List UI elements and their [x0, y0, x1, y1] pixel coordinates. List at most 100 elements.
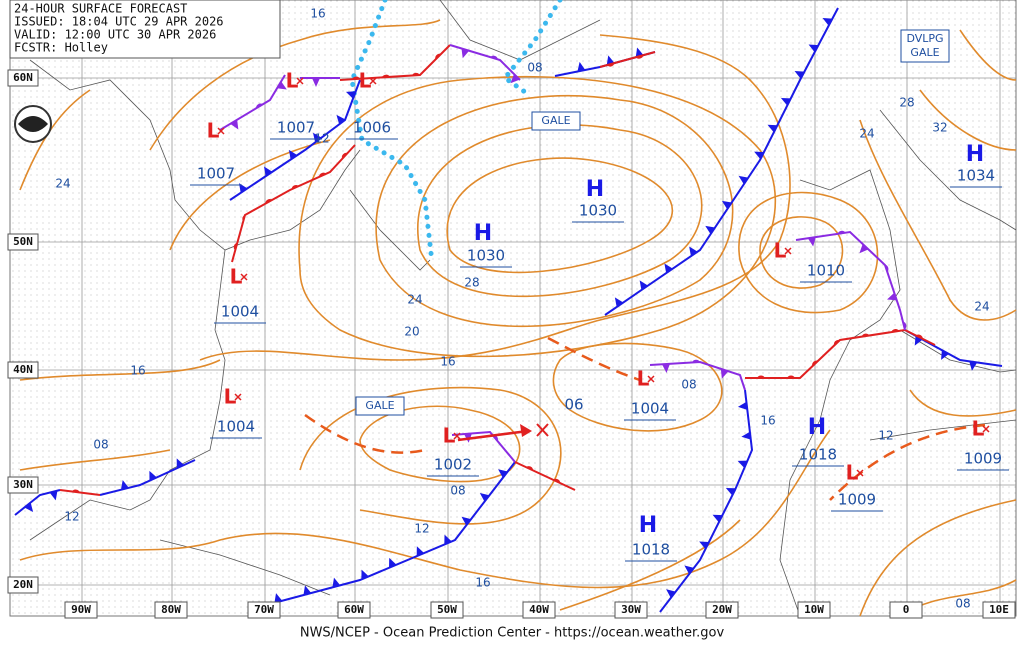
front-pip	[780, 97, 791, 106]
front-pip	[902, 321, 907, 330]
low-cross	[856, 469, 864, 477]
front-pip	[661, 363, 670, 374]
lon-label-box	[982, 601, 1016, 619]
lat-label: 30N	[13, 478, 33, 491]
ice-edge	[349, 0, 563, 265]
front-pip	[614, 297, 624, 308]
footer: NWS/NCEP - Ocean Prediction Center - htt…	[300, 626, 725, 641]
lat-label: 50N	[13, 235, 33, 248]
front-pip	[149, 470, 157, 481]
center-pressure: 1018	[632, 541, 670, 559]
front-pip	[303, 585, 312, 596]
front-pip	[435, 53, 442, 60]
front-pip	[490, 55, 498, 60]
isobar-label: 32	[932, 121, 947, 135]
lon-label-box	[522, 601, 556, 619]
front	[229, 79, 361, 201]
front-pip	[884, 264, 889, 272]
lon-label-box	[337, 601, 371, 619]
lat-label-box	[7, 576, 39, 594]
front-pip	[757, 375, 765, 378]
center-pressure: 1010	[807, 262, 845, 280]
front-pip	[336, 114, 346, 125]
low-cross	[784, 247, 792, 255]
front-pip	[71, 489, 80, 493]
lon-label: 10E	[989, 603, 1009, 616]
front-pip	[833, 339, 840, 346]
map-frame	[9, 0, 1017, 617]
front-pip	[767, 124, 778, 133]
center-pressure: 1030	[579, 202, 617, 220]
center-symbol: H	[474, 221, 492, 246]
lon-label-box	[889, 601, 923, 619]
front-pip	[705, 225, 715, 235]
lat-label-box	[7, 233, 39, 251]
header-box	[9, 0, 281, 59]
front-pip	[666, 589, 676, 598]
front	[514, 461, 576, 491]
front-pip	[479, 492, 490, 502]
center-pressure: 1004	[221, 303, 259, 321]
front-pip	[332, 577, 341, 588]
front-pip	[411, 72, 420, 76]
front-pip	[444, 534, 452, 545]
low-cross	[296, 77, 304, 85]
isobar-label: 28	[899, 96, 914, 110]
warning-box	[355, 396, 405, 416]
center-pressure: 1030	[467, 247, 505, 265]
front-pip	[416, 546, 425, 557]
header-line: 24-HOUR SURFACE FORECAST	[14, 2, 187, 16]
front-pip	[389, 557, 397, 568]
front-pip	[891, 329, 900, 333]
center-symbol: H	[808, 415, 826, 440]
noaa-logo	[14, 105, 52, 143]
front-pip	[312, 78, 320, 87]
lon-label-box	[154, 601, 188, 619]
isobar-label: 08	[955, 597, 970, 611]
center-pressure: 1004	[631, 400, 669, 418]
front-pip	[822, 17, 833, 26]
front-pip	[553, 478, 561, 484]
front-pip	[277, 81, 287, 90]
front-pip	[256, 103, 263, 109]
low-cross	[982, 425, 990, 433]
front-pip	[684, 565, 694, 575]
isobar-label: 16	[440, 355, 455, 369]
front-pip	[120, 480, 129, 490]
center-pressure: 1034	[957, 167, 995, 185]
isobar-label: 08	[681, 378, 696, 392]
center-pressure: 1009	[964, 450, 1002, 468]
isobar-label: 16	[310, 7, 325, 21]
front-pip	[351, 76, 360, 80]
isobar-label: 24	[55, 177, 70, 191]
front-pip	[606, 63, 615, 67]
front-pip	[461, 516, 472, 526]
warning-label: DVLPG GALE	[906, 32, 943, 59]
center-symbol: L	[230, 265, 243, 289]
isobar-label: 08	[93, 438, 108, 452]
front-pip	[233, 242, 238, 251]
center-symbol: L	[637, 367, 650, 391]
center-symbol: L	[286, 69, 299, 93]
isobar-label: 16	[475, 576, 490, 590]
center-pressure: 1007	[277, 119, 315, 137]
lon-label: 90W	[71, 603, 91, 616]
lon-label-box	[797, 601, 831, 619]
isobar-label: 12	[64, 510, 79, 524]
front-pip	[969, 361, 978, 371]
isobar-label: 16	[130, 364, 145, 378]
front-pip	[837, 230, 846, 234]
track-arrow	[457, 423, 549, 442]
warning-box	[900, 29, 950, 63]
front-pip	[741, 431, 751, 440]
front-pip	[274, 593, 283, 603]
front-pip	[691, 359, 700, 363]
front-pip	[265, 199, 273, 204]
header-line: ISSUED: 18:04 UTC 29 APR 2026	[14, 15, 224, 29]
front-pip	[361, 569, 369, 580]
lon-label-box	[64, 601, 98, 619]
lat-label: 20N	[13, 578, 33, 591]
front-pip	[381, 74, 390, 78]
lon-label-box	[614, 601, 648, 619]
